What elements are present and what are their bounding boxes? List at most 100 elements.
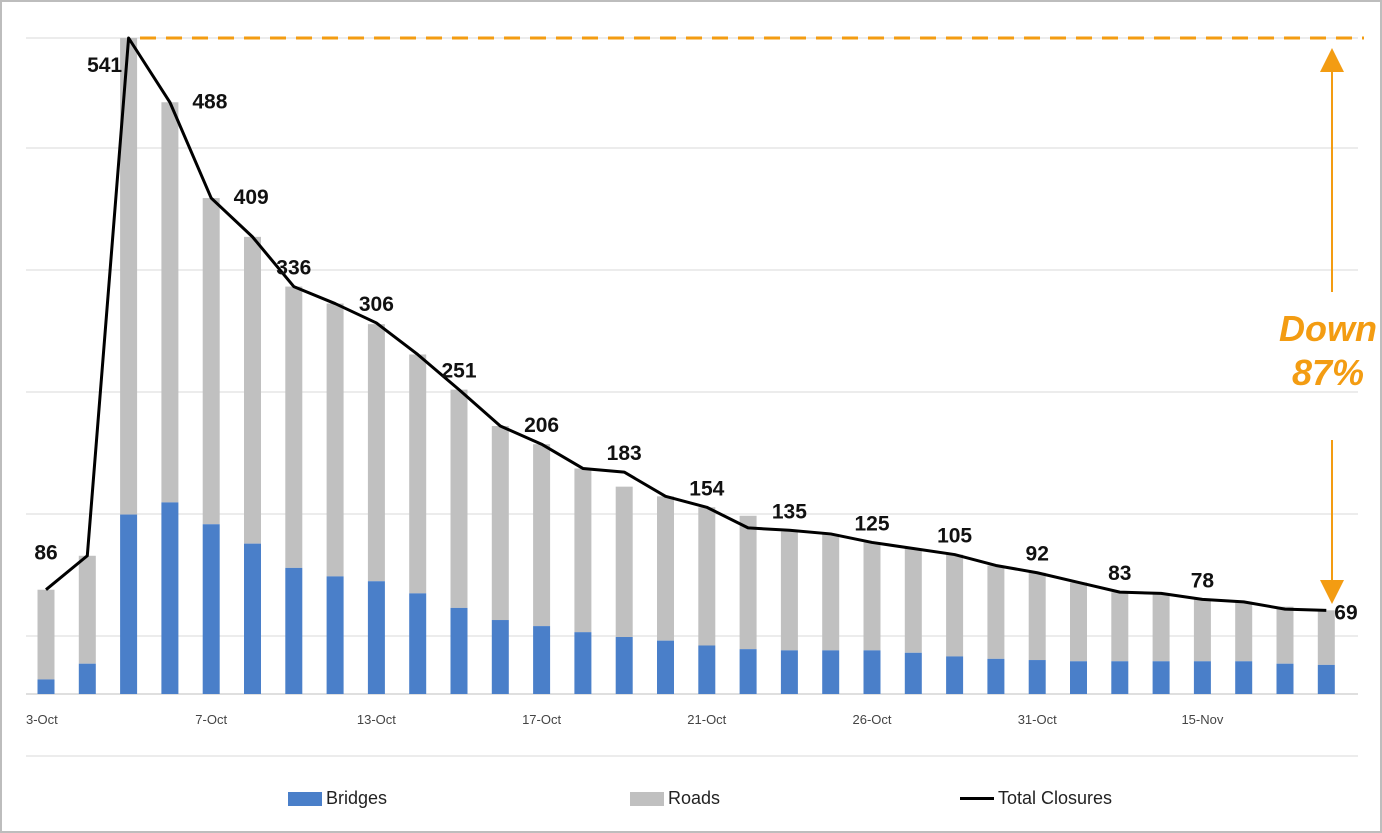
bar-roads xyxy=(574,468,592,633)
bar-roads xyxy=(285,286,303,568)
legend-label-roads: Roads xyxy=(668,788,721,808)
bar-roads xyxy=(822,533,840,651)
bar-roads xyxy=(533,444,551,627)
data-label: 541 xyxy=(87,54,122,77)
bar-bridges xyxy=(285,567,303,694)
bar-roads xyxy=(491,426,509,621)
bar-bridges xyxy=(326,576,344,694)
bar-roads xyxy=(1028,572,1046,661)
bar-roads xyxy=(780,531,798,651)
bar-bridges xyxy=(739,649,757,694)
data-label: 125 xyxy=(854,512,889,535)
bar-bridges xyxy=(1028,660,1046,694)
bar-roads xyxy=(409,354,427,594)
bar-bridges xyxy=(987,658,1005,694)
legend-line-total xyxy=(960,797,994,800)
data-label: 92 xyxy=(1026,543,1049,566)
bar-bridges xyxy=(450,607,468,694)
bar-roads xyxy=(739,515,757,650)
legend-label-bridges: Bridges xyxy=(326,788,388,808)
bar-bridges xyxy=(946,656,964,694)
bar-roads xyxy=(987,565,1005,659)
data-label: 306 xyxy=(359,293,394,316)
bar-bridges xyxy=(1070,661,1087,694)
data-label: 83 xyxy=(1108,562,1131,585)
legend-item-bridges: Bridges xyxy=(288,788,387,809)
bar-roads xyxy=(1070,582,1087,662)
annotation-line1: Down xyxy=(1279,308,1377,349)
x-tick-label: 7-Oct xyxy=(195,712,227,727)
bar-roads xyxy=(863,542,881,651)
bar-bridges xyxy=(244,543,261,694)
bar-bridges xyxy=(1152,661,1170,694)
bar-bridges xyxy=(367,581,385,694)
bar-roads xyxy=(202,198,220,525)
bar-bridges xyxy=(863,650,881,694)
bar-bridges xyxy=(698,645,716,694)
line-total-closures xyxy=(45,36,1327,612)
x-tick-label: 3-Oct xyxy=(26,712,58,727)
bar-bridges xyxy=(202,524,220,694)
bar-roads xyxy=(367,324,385,582)
bar-bridges xyxy=(1193,661,1211,694)
bar-bridges xyxy=(491,620,509,694)
x-tick-label: 17-Oct xyxy=(522,712,561,727)
bar-bridges xyxy=(904,652,922,694)
bar-bridges xyxy=(1317,664,1335,694)
bar-roads xyxy=(120,38,138,515)
bar-roads xyxy=(615,486,633,638)
legend-swatch-bridges xyxy=(288,791,322,806)
legend-item-roads: Roads xyxy=(630,788,720,809)
chart-legend: Bridges Roads Total Closures xyxy=(2,788,1382,818)
bar-roads xyxy=(37,589,55,680)
data-label: 154 xyxy=(689,477,724,500)
bar-bridges xyxy=(37,679,55,694)
bar-roads xyxy=(78,555,96,664)
bar-bridges xyxy=(780,650,798,694)
legend-swatch-roads xyxy=(630,791,664,806)
bar-bridges xyxy=(1235,661,1253,694)
bar-bridges xyxy=(615,637,633,694)
x-tick-label: 13-Oct xyxy=(357,712,396,727)
x-tick-label: 31-Oct xyxy=(1018,712,1057,727)
bar-bridges xyxy=(657,640,674,694)
bar-bridges xyxy=(161,502,179,694)
bar-roads xyxy=(1276,606,1294,664)
bar-bridges xyxy=(1276,663,1294,694)
x-tick-label: 15-Nov xyxy=(1181,712,1223,727)
x-tick-label: 26-Oct xyxy=(852,712,891,727)
data-label: 409 xyxy=(234,186,269,209)
bar-roads xyxy=(161,102,179,503)
data-label: 336 xyxy=(276,257,311,280)
data-label: 251 xyxy=(441,360,476,383)
bar-bridges xyxy=(409,593,427,694)
bar-roads xyxy=(698,507,716,646)
bar-bridges xyxy=(822,650,840,694)
bar-roads xyxy=(326,303,344,577)
bar-roads xyxy=(657,496,674,641)
bar-bridges xyxy=(574,632,592,694)
bar-bridges xyxy=(78,663,96,694)
bar-roads xyxy=(1152,593,1170,662)
bar-bridges xyxy=(120,514,138,694)
legend-label-total: Total Closures xyxy=(998,788,1113,808)
bar-roads xyxy=(244,236,261,544)
bar-roads xyxy=(450,389,468,608)
annotation-down-text: Down 87% xyxy=(1258,307,1382,395)
data-label: 135 xyxy=(772,500,807,523)
data-label: 105 xyxy=(937,525,972,548)
data-label: 183 xyxy=(607,442,642,465)
x-tick-label: 21-Oct xyxy=(687,712,726,727)
data-label: 86 xyxy=(34,542,57,565)
data-label: 488 xyxy=(192,90,227,113)
legend-item-total-closures: Total Closures xyxy=(960,788,1112,809)
data-label: 69 xyxy=(1334,601,1357,624)
bar-roads xyxy=(904,548,922,653)
bar-roads xyxy=(1193,599,1211,662)
annotation-line2: 87% xyxy=(1291,352,1365,393)
bar-roads xyxy=(1111,592,1129,662)
bar-roads xyxy=(1235,601,1253,662)
data-label: 78 xyxy=(1191,569,1215,592)
